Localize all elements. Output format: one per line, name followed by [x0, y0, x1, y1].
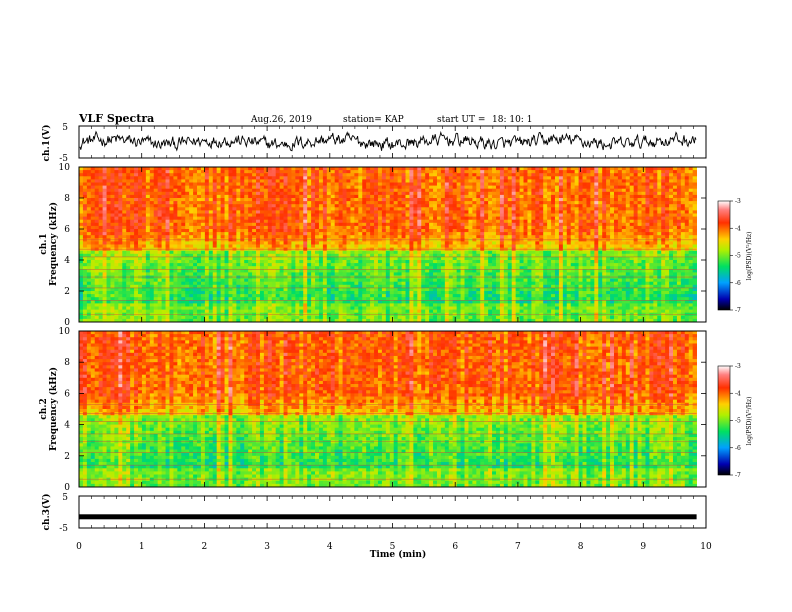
colorbar-tick-label: -7	[735, 307, 741, 314]
frequency-tick-label: 4	[64, 421, 70, 431]
time-tick-label: 0	[76, 542, 82, 552]
ch1-ytick-bottom: -5	[59, 154, 68, 164]
time-tick-label: 4	[327, 542, 333, 552]
time-tick-label: 7	[515, 542, 521, 552]
time-tick-label: 9	[640, 542, 646, 552]
ch3-waveform-panel: 5 -5 ch.3(V) 0 1 2 3 4 5 6 7 8 9 10 Time (min)	[41, 493, 712, 560]
ch3-ytick-bottom: -5	[59, 524, 68, 534]
frequency-tick-label: 2	[64, 287, 70, 297]
ch3-ytick-top: 5	[62, 493, 68, 503]
time-axis-label: Time (min)	[370, 549, 427, 560]
ch2-colorbar-label: log(PSD)(V²/Hz)	[746, 397, 753, 446]
colorbar-tick-label: -5	[735, 418, 741, 425]
frequency-tick-label: 2	[64, 452, 70, 462]
frequency-tick-label: 6	[64, 225, 70, 235]
time-tick-label: 2	[202, 542, 208, 552]
frequency-tick-label: 10	[59, 163, 71, 173]
ch2-spectrogram-ticks: 0 2 4 6 8 10	[59, 327, 707, 493]
ch1-spectrogram-ticks: 0 2 4 6 8 10	[59, 163, 707, 328]
ch1-waveform-panel: 5 -5 ch.1(V)	[41, 123, 707, 164]
ch1-xtick-marks	[78, 126, 707, 158]
ch1-colorbar-label: log(PSD)(V²/Hz)	[746, 232, 753, 281]
colorbar-tick-label: -6	[735, 445, 741, 452]
time-tick-label: 6	[452, 542, 458, 552]
ch1-spectrogram-image	[79, 167, 697, 323]
time-tick-label: 8	[578, 542, 584, 552]
frequency-tick-label: 6	[64, 389, 70, 399]
start-label: start UT =	[437, 115, 485, 125]
time-tick-label: 1	[139, 542, 145, 552]
colorbar-tick-label: -3	[735, 363, 741, 370]
ch2-spec-ylabel-channel: ch.2	[39, 398, 49, 419]
colorbar-tick-label: -5	[735, 253, 741, 260]
ch2-colorbar	[717, 365, 731, 476]
ch1-ytick-top: 5	[62, 123, 68, 133]
time-tick-label: 3	[264, 542, 270, 552]
ch1-waveform-line	[79, 130, 697, 152]
colorbar-tick-label: -3	[735, 198, 741, 205]
ch2-spectrogram-image	[79, 331, 697, 488]
frequency-tick-label: 4	[64, 256, 70, 266]
colorbar-tick-label: -7	[735, 472, 741, 479]
ch2-spec-ylabel-frequency: Frequency (kHz)	[48, 367, 59, 451]
station-label: station= KAP	[343, 115, 404, 125]
colorbar-tick-label: -6	[735, 280, 741, 287]
time-tick-label: 5	[390, 542, 396, 552]
frequency-tick-label: 10	[59, 327, 71, 337]
time-axis-tick-labels: 0 1 2 3 4 5 6 7 8 9 10	[76, 542, 712, 552]
ch3-ylabel: ch.3(V)	[41, 494, 52, 531]
date-label: Aug.26, 2019	[250, 115, 312, 125]
start-time: 18: 10: 1	[492, 115, 532, 125]
colorbar-tick-label: -4	[735, 225, 741, 232]
frequency-tick-label: 0	[64, 318, 70, 328]
frequency-tick-label: 8	[64, 194, 70, 204]
ch1-spec-ylabel-frequency: Frequency (kHz)	[48, 202, 59, 286]
ch1-spec-ylabel-channel: ch.1	[39, 233, 49, 254]
figure-title: VLF Spectra	[78, 112, 154, 125]
ch3-waveform-frame	[78, 495, 707, 529]
colorbar-tick-label: -4	[735, 390, 741, 397]
ch3-waveform-line	[79, 514, 697, 520]
ch3-xtick-marks	[78, 496, 707, 528]
ch1-colorbar-ticks: -3 -4 -5 -6 -7	[730, 198, 741, 314]
frequency-tick-label: 0	[64, 483, 70, 493]
frequency-tick-label: 8	[64, 358, 70, 368]
ch2-colorbar-ticks: -3 -4 -5 -6 -7	[730, 363, 741, 479]
ch1-ylabel: ch.1(V)	[41, 125, 52, 162]
time-tick-label: 10	[700, 542, 712, 552]
ch1-colorbar	[717, 200, 731, 311]
